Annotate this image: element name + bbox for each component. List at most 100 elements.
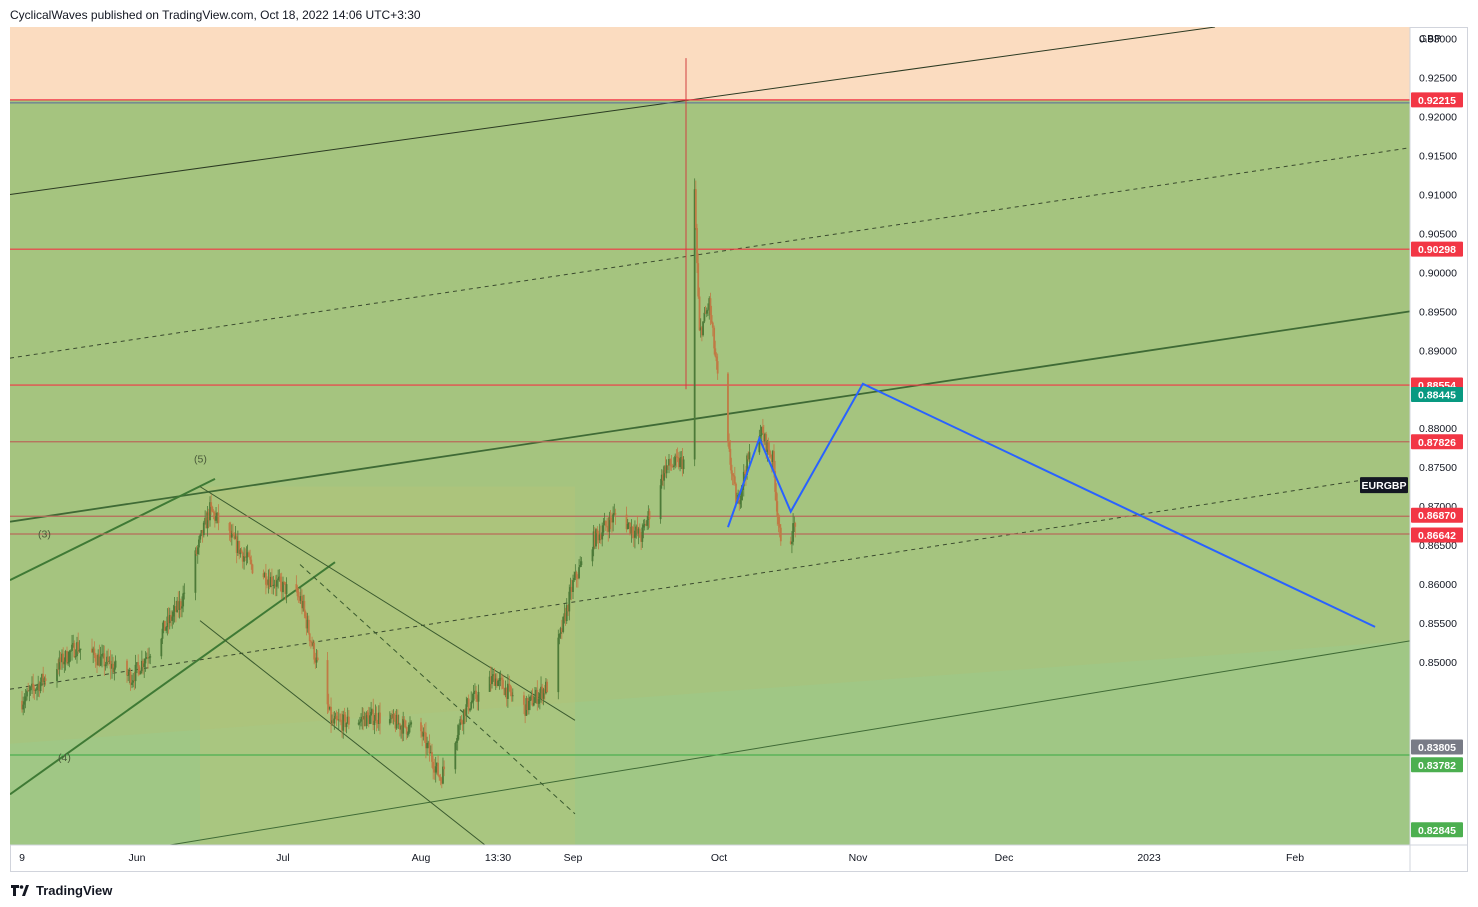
candle-body [374,713,377,721]
candle-body [524,704,527,716]
candle-body [540,686,542,694]
candle-body [215,515,217,521]
candle-body [711,322,714,328]
candle-body [442,766,444,784]
candle-body [523,695,525,705]
candle-body [602,525,605,533]
candle-body [455,741,458,743]
candle-body [311,641,313,646]
candle-body [576,578,579,579]
price-badge: 0.90298 [1418,244,1456,256]
candle-body [391,714,394,719]
candle-body [393,713,396,720]
price-badge: 0.87826 [1418,437,1456,449]
candle-body [134,664,137,682]
wave-trendline-upper [10,477,216,582]
price-badge-bg [1411,822,1463,838]
candle-body [28,690,31,692]
candle-body [564,613,567,622]
candle-body [472,692,475,701]
candle-body [407,725,410,734]
candle-body [297,596,300,598]
candle-body [217,512,220,523]
publisher-header: CyclicalWaves published on TradingView.c… [10,8,421,22]
candle-body [713,327,716,349]
candle-body [251,564,254,574]
candle-body [103,653,106,667]
candle-body [489,676,492,685]
candle-body [327,704,330,710]
candle-body [714,348,717,357]
candle-body [404,720,407,728]
candle-body [200,530,203,535]
wave-trendline-lower [10,561,336,796]
candle-body [344,714,347,728]
wave-label: (4) [58,752,71,764]
y-tick-label: 0.85500 [1419,618,1457,630]
candle-body [93,648,96,656]
candle-body [596,529,599,534]
candle-body [41,674,43,683]
candle-body [181,606,183,609]
candle-body [235,536,238,553]
candle-body [283,581,286,583]
candle-body [22,704,25,710]
candle-body [510,692,513,697]
candle-body [740,490,743,501]
y-tick-label: 0.90500 [1419,228,1457,240]
candle-body [626,523,629,530]
candle-body [166,616,169,628]
candle-body [608,517,611,532]
candle-body [438,775,441,778]
candle-body [42,674,45,683]
candle-body [147,657,149,659]
candle-body [611,520,613,523]
candle-body [631,526,634,535]
candle-body [330,706,332,724]
candle-body [488,676,491,692]
candle-body [91,648,93,653]
candle-body [493,674,496,686]
candle-body [409,724,411,726]
candle-body [702,321,704,336]
candle-body [696,227,698,264]
candle-body [666,465,669,466]
y-tick-label: 0.92000 [1419,112,1457,124]
candle-body [434,766,437,773]
candle-body [748,452,751,460]
candle-body [38,683,41,692]
candle-body [764,434,766,442]
candle-body [502,679,504,689]
candle-body [777,516,780,525]
candle-body [267,579,270,585]
candle-body [612,514,615,523]
candle-body [567,605,569,612]
falling-channel-mid [299,564,576,815]
candle-body [369,715,371,724]
candle-body [395,714,398,729]
candle-body [307,619,310,634]
candle-body [314,659,317,663]
candle-body [423,731,426,733]
candle-body [499,677,502,679]
current-price-badge: 0.88445 [1418,390,1456,402]
candle-body [460,719,463,723]
candle-body [435,762,438,767]
candle-body [775,491,778,502]
candle-body [113,667,116,673]
candle-body [574,572,577,578]
candle-body [365,712,368,727]
x-tick-label: Oct [711,852,727,864]
candle-body [367,715,370,724]
candle-body [676,457,679,458]
candle-body [175,606,177,612]
candle-body [497,680,499,687]
candle-body [205,517,208,529]
candle-body [492,674,495,677]
candle-body [199,534,202,540]
candle-body [341,720,343,731]
candle-body [759,434,762,437]
candle-body [392,713,395,719]
candle-body [264,573,267,585]
